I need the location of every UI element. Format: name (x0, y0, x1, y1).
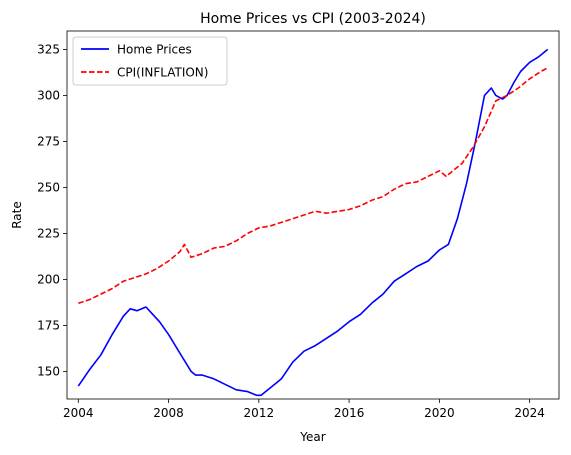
y-axis: 150 175 200 225 250 275 300 325 (37, 42, 67, 378)
legend-box (72, 36, 228, 86)
x-tick-label: 2008 (153, 406, 184, 420)
legend-label-home-prices: Home Prices (117, 43, 192, 57)
x-tick-label: 2020 (424, 406, 455, 420)
y-tick-label: 200 (37, 272, 60, 286)
legend: Home Prices CPI(INFLATION) (72, 36, 228, 86)
x-axis-label: Year (299, 430, 325, 444)
y-axis-label: Rate (10, 201, 24, 229)
series-line-home-prices (77, 48, 549, 397)
y-tick-label: 175 (37, 318, 60, 332)
x-tick-label: 2016 (334, 406, 365, 420)
x-tick-label: 2004 (63, 406, 94, 420)
x-tick-label: 2012 (244, 406, 275, 420)
chart-title: Home Prices vs CPI (2003-2024) (200, 11, 426, 27)
x-tick-label: 2024 (514, 406, 545, 420)
legend-label-cpi: CPI(INFLATION) (117, 66, 208, 80)
y-tick-label: 250 (37, 180, 60, 194)
y-tick-label: 150 (37, 364, 60, 378)
plot-frame (66, 30, 560, 400)
plot-area (77, 48, 549, 397)
y-tick-label: 225 (37, 226, 60, 240)
y-tick-label: 300 (37, 88, 60, 102)
series-line-cpi-inflation (78, 67, 549, 305)
y-tick-label: 325 (37, 42, 60, 56)
y-tick-label: 275 (37, 134, 60, 148)
x-axis: 2004 2008 2012 2016 2020 2024 (63, 399, 545, 420)
